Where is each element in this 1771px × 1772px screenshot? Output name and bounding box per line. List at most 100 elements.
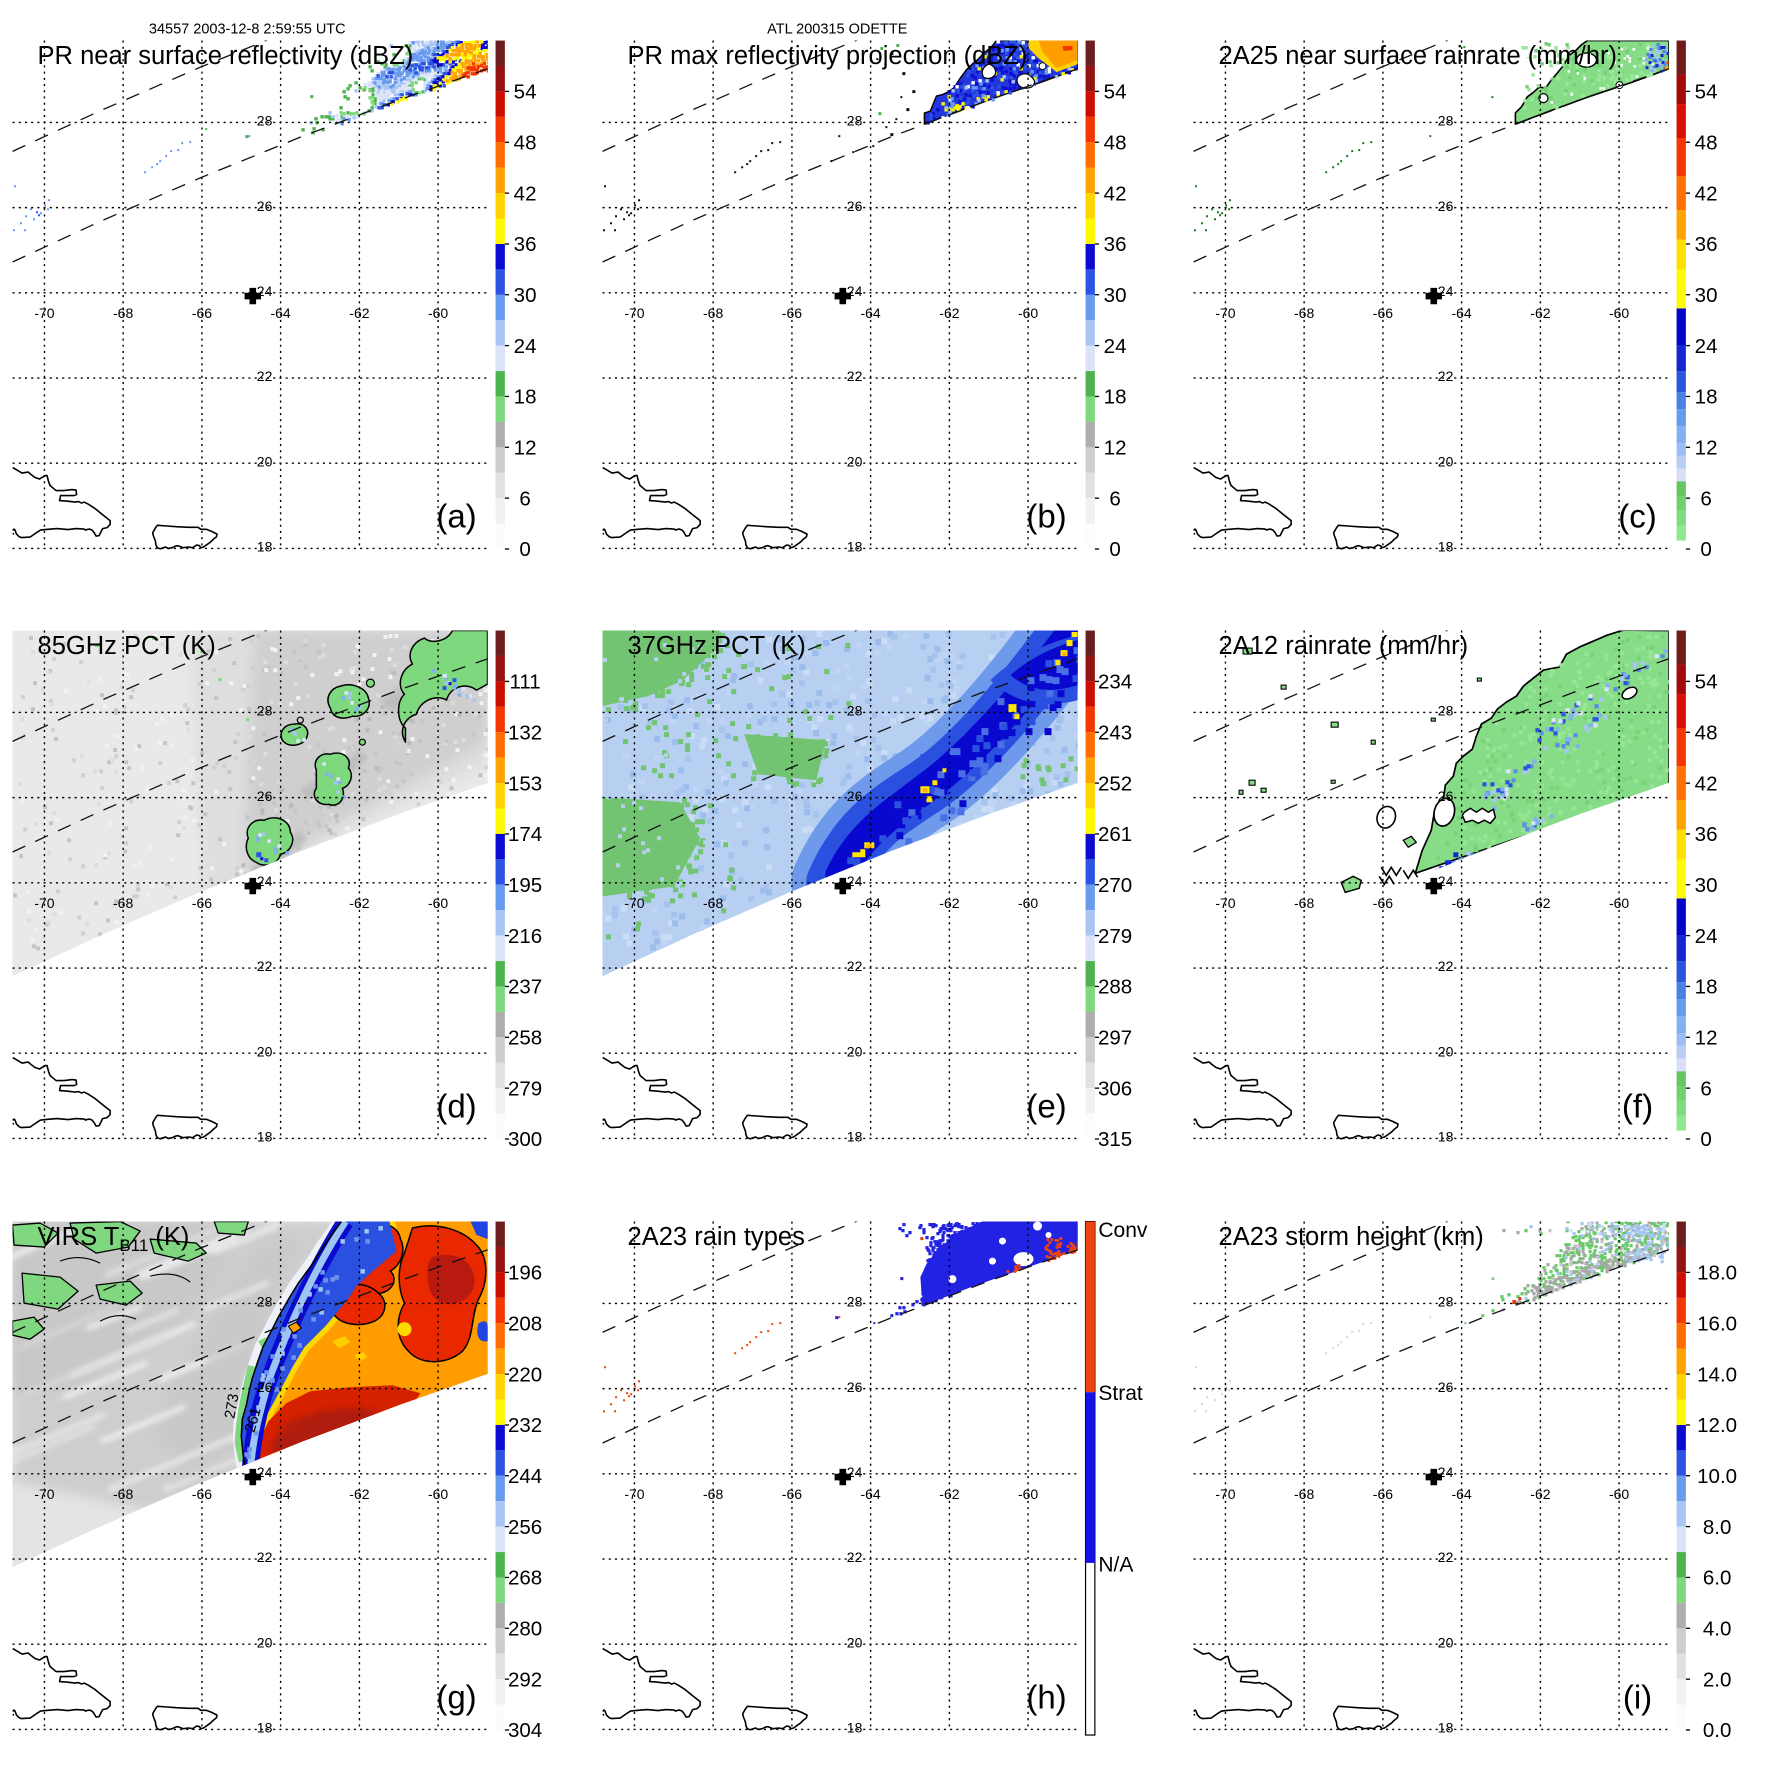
svg-text:18: 18 <box>1437 1129 1453 1145</box>
svg-text:(b): (b) <box>1027 498 1067 535</box>
svg-text:42: 42 <box>1694 182 1717 205</box>
svg-text:N/A: N/A <box>1099 1553 1134 1576</box>
svg-text:279: 279 <box>508 1078 542 1101</box>
svg-text:-62: -62 <box>349 305 369 321</box>
svg-text:54: 54 <box>1104 81 1127 104</box>
svg-text:-60: -60 <box>1609 1486 1629 1502</box>
svg-text:42: 42 <box>1694 773 1717 796</box>
svg-text:48: 48 <box>514 131 537 154</box>
svg-text:12: 12 <box>1694 1027 1717 1050</box>
svg-text:-64: -64 <box>861 305 881 321</box>
svg-text:28: 28 <box>847 703 863 719</box>
svg-text:279: 279 <box>1098 925 1132 948</box>
svg-text:26: 26 <box>257 1378 273 1394</box>
svg-text:26: 26 <box>257 198 273 214</box>
svg-text:26: 26 <box>847 788 863 804</box>
svg-text:-60: -60 <box>1018 1486 1038 1502</box>
svg-text:216: 216 <box>508 925 542 948</box>
svg-text:24: 24 <box>1104 335 1127 358</box>
svg-text:304: 304 <box>508 1719 542 1742</box>
svg-text:-68: -68 <box>113 305 133 321</box>
svg-text:20: 20 <box>1437 453 1453 469</box>
svg-text:244: 244 <box>508 1465 542 1488</box>
svg-text:306: 306 <box>1098 1078 1132 1101</box>
svg-text:-64: -64 <box>861 895 881 911</box>
svg-text:6: 6 <box>1110 487 1121 510</box>
svg-text:48: 48 <box>1694 722 1717 745</box>
svg-text:2A23 storm height (km): 2A23 storm height (km) <box>1218 1223 1483 1251</box>
svg-text:18: 18 <box>1104 386 1127 409</box>
svg-text:-60: -60 <box>1018 895 1038 911</box>
svg-text:36: 36 <box>1104 233 1127 256</box>
svg-text:18.0: 18.0 <box>1697 1261 1737 1284</box>
svg-text:30: 30 <box>1694 284 1717 307</box>
svg-text:18: 18 <box>514 386 537 409</box>
svg-text:256: 256 <box>508 1515 542 1538</box>
svg-text:30: 30 <box>1104 284 1127 307</box>
svg-text:-60: -60 <box>1018 305 1038 321</box>
svg-text:232: 232 <box>508 1414 542 1437</box>
svg-text:22: 22 <box>257 959 273 975</box>
svg-text:26: 26 <box>1437 198 1453 214</box>
svg-text:-62: -62 <box>349 1486 369 1502</box>
svg-text:2A23 rain types: 2A23 rain types <box>628 1223 805 1251</box>
svg-text:18: 18 <box>847 539 863 555</box>
svg-text:28: 28 <box>1437 703 1453 719</box>
svg-text:220: 220 <box>508 1363 542 1386</box>
svg-text:-70: -70 <box>625 895 645 911</box>
svg-text:-62: -62 <box>940 305 960 321</box>
svg-text:42: 42 <box>1104 182 1127 205</box>
svg-text:Conv: Conv <box>1099 1219 1149 1242</box>
svg-text:54: 54 <box>514 81 537 104</box>
svg-text:-60: -60 <box>1609 305 1629 321</box>
svg-text:22: 22 <box>847 959 863 975</box>
svg-text:26: 26 <box>847 1378 863 1394</box>
svg-text:2.0: 2.0 <box>1702 1668 1731 1691</box>
svg-text:22: 22 <box>847 368 863 384</box>
svg-text:(g): (g) <box>436 1678 476 1715</box>
svg-text:-60: -60 <box>1609 895 1629 911</box>
svg-text:30: 30 <box>1694 874 1717 897</box>
svg-text:-66: -66 <box>1372 1486 1392 1502</box>
svg-text:36: 36 <box>1694 824 1717 847</box>
svg-text:14.0: 14.0 <box>1697 1363 1737 1386</box>
svg-text:-62: -62 <box>1530 895 1550 911</box>
svg-text:28: 28 <box>1437 1293 1453 1309</box>
svg-text:28: 28 <box>847 113 863 129</box>
svg-text:237: 237 <box>508 976 542 999</box>
svg-text:48: 48 <box>1694 131 1717 154</box>
svg-text:22: 22 <box>1437 1549 1453 1565</box>
svg-text:20: 20 <box>1437 1634 1453 1650</box>
svg-text:-64: -64 <box>1451 305 1471 321</box>
svg-text:(e): (e) <box>1027 1088 1067 1125</box>
svg-text:12: 12 <box>1104 437 1127 460</box>
svg-text:-64: -64 <box>270 305 290 321</box>
svg-text:24: 24 <box>1694 335 1717 358</box>
svg-text:28: 28 <box>257 1293 273 1309</box>
svg-text:(f): (f) <box>1622 1088 1653 1125</box>
svg-text:268: 268 <box>508 1566 542 1589</box>
svg-text:16.0: 16.0 <box>1697 1312 1737 1335</box>
svg-text:26: 26 <box>847 198 863 214</box>
svg-text:0: 0 <box>519 538 530 561</box>
svg-text:280: 280 <box>508 1617 542 1640</box>
svg-text:26: 26 <box>257 788 273 804</box>
svg-text:-68: -68 <box>1294 305 1314 321</box>
svg-text:12.0: 12.0 <box>1697 1414 1737 1437</box>
svg-text:(c): (c) <box>1618 498 1656 535</box>
svg-text:-64: -64 <box>1451 895 1471 911</box>
svg-text:48: 48 <box>1104 131 1127 154</box>
svg-text:-66: -66 <box>192 1486 212 1502</box>
svg-text:-66: -66 <box>1372 305 1392 321</box>
svg-text:42: 42 <box>514 182 537 205</box>
svg-text:12: 12 <box>1694 437 1717 460</box>
svg-text:22: 22 <box>1437 368 1453 384</box>
svg-text:4.0: 4.0 <box>1702 1617 1731 1640</box>
svg-text:-70: -70 <box>1215 895 1235 911</box>
svg-text:20: 20 <box>257 1634 273 1650</box>
svg-text:-66: -66 <box>192 895 212 911</box>
svg-text:273: 273 <box>221 1392 242 1420</box>
svg-text:0: 0 <box>1700 538 1711 561</box>
svg-text:18: 18 <box>1437 539 1453 555</box>
svg-text:174: 174 <box>508 824 542 847</box>
